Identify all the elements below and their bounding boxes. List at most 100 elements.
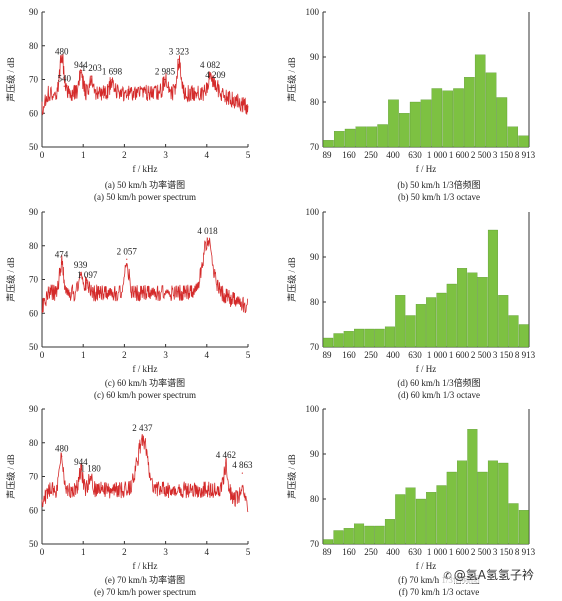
y-tick-label: 90 (310, 252, 320, 262)
bar (395, 295, 406, 348)
bar (377, 124, 388, 148)
axes (322, 409, 530, 545)
chart-f: 70 80 90 100 声压级 / dB 89 160 250 400 630 1 000 1 60… (286, 404, 536, 571)
bar (508, 315, 519, 348)
bar (436, 485, 447, 545)
caption-a-en: (a) 50 km/h power spectrum (94, 192, 196, 202)
peak-point (225, 462, 227, 464)
x-tick-label: 2 (122, 547, 127, 557)
peak-point (61, 58, 63, 60)
spectrum-line (41, 433, 249, 513)
peak-point (86, 282, 88, 284)
peak-point (60, 262, 63, 264)
peak-label: 4 462 (216, 450, 236, 460)
y-tick-label: 100 (306, 7, 320, 17)
bar (453, 88, 464, 148)
bar (399, 113, 410, 148)
bar (457, 268, 468, 348)
x-tick-label: 2 (122, 150, 127, 160)
peak-label: 1 097 (77, 270, 98, 280)
peak-label: 4 863 (232, 460, 253, 470)
bar (507, 126, 519, 148)
x-tick-label: 8 913 (515, 350, 536, 360)
peak-label: 944 (74, 457, 88, 467)
peak-point (214, 82, 217, 84)
x-tick-label: 1 000 (427, 547, 448, 557)
y-axis-label: 声压级 / dB (5, 454, 16, 499)
x-axis-label: f / Hz (416, 164, 437, 174)
x-tick-label: 0 (40, 547, 45, 557)
bar (333, 131, 345, 148)
y-tick-label: 90 (310, 449, 320, 459)
x-tick-label: 1 (81, 150, 86, 160)
x-tick-label: 5 (246, 350, 251, 360)
bar (395, 494, 406, 545)
bar (487, 229, 498, 348)
x-tick-label: 3 150 (493, 350, 514, 360)
bar (498, 295, 509, 348)
bar (384, 326, 395, 348)
peak-label: 2 985 (155, 67, 176, 77)
y-tick-label: 90 (310, 52, 320, 62)
bar (343, 528, 354, 545)
peak-point (111, 78, 113, 81)
caption-f-en: (f) 70 km/h 1/3 octave (398, 587, 480, 597)
peak-label: 4 082 (200, 60, 220, 70)
x-tick-label: 3 (163, 150, 168, 160)
bar (474, 54, 486, 148)
peak-point (126, 258, 128, 260)
bar (354, 328, 365, 348)
x-tick-label: 8 913 (515, 150, 536, 160)
y-axis-label: 声压级 / dB (286, 57, 297, 102)
bar (343, 331, 354, 348)
bar (366, 126, 378, 148)
peak-label: 2 437 (132, 423, 153, 433)
peak-point (61, 455, 63, 457)
x-tick-label: 1 600 (449, 150, 470, 160)
bar (415, 304, 426, 348)
bar (477, 471, 488, 545)
peak-point (241, 472, 243, 474)
y-tick-label: 90 (29, 207, 39, 217)
caption-e-cn: (e) 70 km/h 功率谱图 (104, 575, 186, 585)
x-tick-label: 1 (81, 350, 86, 360)
peak-label: 480 (55, 46, 69, 56)
y-tick-label: 70 (29, 472, 39, 482)
y-tick-label: 60 (29, 505, 39, 515)
x-tick-label: 160 (342, 150, 356, 160)
peak-label: 1 180 (80, 464, 101, 474)
bar (487, 460, 498, 545)
bar (467, 429, 478, 545)
caption-f-cn: (f) 70 km/h 1/3倍频图 (398, 575, 480, 585)
peak-label: 4 209 (205, 70, 226, 80)
caption-d-en: (d) 60 km/h 1/3 octave (398, 390, 480, 400)
bar (446, 283, 457, 348)
y-tick-label: 60 (29, 108, 39, 118)
peak-label: 4 018 (197, 226, 218, 236)
bar (477, 277, 488, 348)
y-axis-label: 声压级 / dB (286, 257, 297, 302)
bar (446, 471, 457, 545)
chart-d: 70 80 90 100 声压级 / dB 89 160 250 400 630 1 000 1 60… (286, 207, 536, 374)
bar (333, 333, 344, 348)
x-tick-label: 630 (408, 150, 422, 160)
y-tick-label: 50 (29, 142, 39, 152)
peak-point (206, 238, 209, 240)
peak-point (90, 75, 93, 77)
watermark-text: @氢A氢氢子衿 (453, 568, 534, 582)
bar (344, 128, 356, 148)
y-tick-label: 50 (29, 342, 39, 352)
peak-label: 3 323 (169, 46, 190, 56)
x-axis-label: f / Hz (416, 364, 437, 374)
peak-label: 540 (57, 73, 71, 83)
caption-b-en: (b) 50 km/h 1/3 octave (398, 192, 480, 202)
y-axis-label: 声压级 / dB (5, 257, 16, 302)
caption-b-cn: (b) 50 km/h 1/3倍频图 (397, 180, 481, 190)
y-tick-label: 80 (29, 438, 39, 448)
peak-label: 1 698 (102, 67, 123, 77)
bar (333, 530, 344, 545)
peak-point (178, 58, 180, 60)
x-tick-label: 89 (323, 547, 333, 557)
